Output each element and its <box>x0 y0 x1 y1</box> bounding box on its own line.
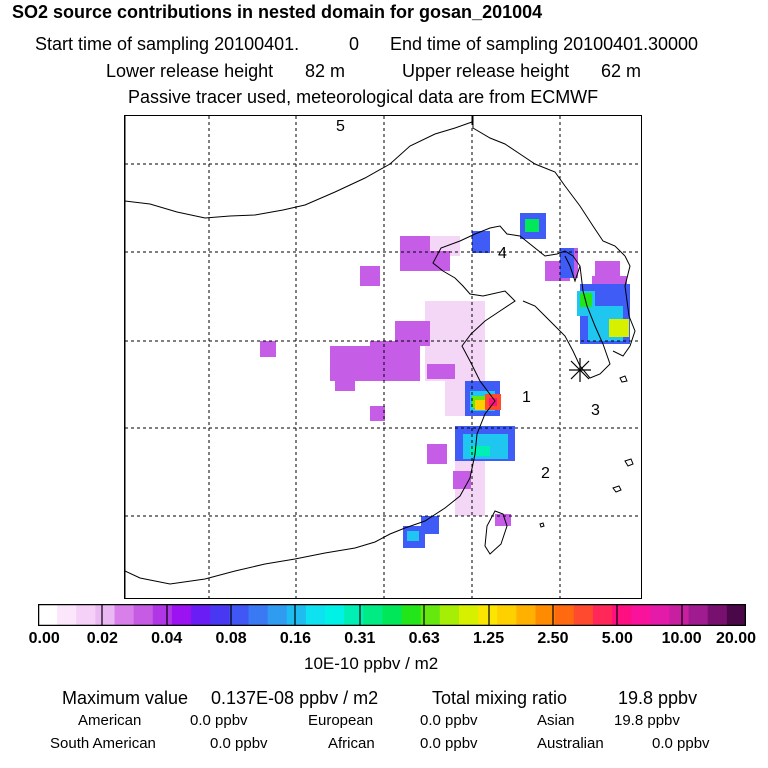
colorbar-tick-label: 0.02 <box>86 630 118 647</box>
colorbar-swatch <box>76 604 96 626</box>
colorbar-swatch <box>114 604 135 626</box>
colorbar-tick-label: 5.00 <box>601 630 633 647</box>
colorbar-swatch <box>592 604 613 626</box>
map-canvas: 1 2 3 4 5 <box>125 116 641 598</box>
receptor-star-icon <box>569 358 591 382</box>
lower-height-label: Lower release height <box>106 61 274 81</box>
colorbar-swatch <box>133 604 154 626</box>
colorbar-swatch <box>420 604 441 626</box>
region-american-name: American <box>78 712 142 729</box>
region-label-5: 5 <box>336 118 345 135</box>
colorbar <box>38 604 746 626</box>
colorbar-swatch <box>38 604 58 626</box>
total-mixing-label: Total mixing ratio <box>432 688 568 708</box>
colorbar-swatch <box>171 604 192 626</box>
region-label-1: 1 <box>522 389 531 406</box>
colorbar-tick-label: 0.08 <box>215 630 247 647</box>
colorbar-swatch <box>325 604 345 626</box>
end-time-label: End time of sampling 20100401. <box>390 34 649 54</box>
lower-height-value: 82 m <box>305 61 346 81</box>
region-european-value: 0.0 ppbv <box>420 712 478 729</box>
colorbar-tick-label: 0.16 <box>279 630 312 647</box>
colorbar-swatch <box>152 604 173 626</box>
region-label-2: 2 <box>541 465 550 482</box>
colorbar-border <box>38 604 746 626</box>
colorbar-swatch <box>210 604 230 626</box>
colorbar-swatch <box>516 604 537 626</box>
region-labels: 1 2 3 4 5 <box>336 118 600 482</box>
colorbar-swatch <box>229 604 249 626</box>
max-value-label: Maximum value <box>62 688 189 708</box>
start-time-label: Start time of sampling 20100401. <box>35 34 300 54</box>
plot-title: SO2 source contributions in nested domai… <box>12 2 543 22</box>
colorbar-swatch <box>669 604 690 626</box>
colorbar-swatch <box>57 604 77 626</box>
region-label-4: 4 <box>498 245 507 262</box>
region-asian-name: Asian <box>537 712 575 729</box>
start-time-value: 0 <box>349 34 360 54</box>
region-european-name: European <box>308 712 374 729</box>
colorbar-swatch <box>286 604 307 626</box>
colorbar-swatch <box>401 604 422 626</box>
max-value: 0.137E-08 ppbv / m2 <box>211 688 379 708</box>
colorbar-swatch <box>497 604 517 626</box>
colorbar-swatch <box>267 604 288 626</box>
total-mixing-value: 19.8 ppbv <box>618 688 698 708</box>
colorbar-swatch <box>363 604 383 626</box>
colorbar-tick-label: 0.00 <box>28 630 60 647</box>
colorbar-swatch <box>688 604 709 626</box>
colorbar-tick-label: 0.63 <box>408 630 440 647</box>
colorbar-swatch <box>631 604 651 626</box>
region-african-value: 0.0 ppbv <box>420 735 478 752</box>
map-panel: 1 2 3 4 5 <box>124 115 642 599</box>
colorbar-swatch <box>650 604 670 626</box>
region-african-name: African <box>328 735 375 752</box>
colorbar-swatch <box>344 604 364 626</box>
colorbar-swatch <box>612 604 632 626</box>
region-south-american-value: 0.0 ppbv <box>210 735 268 752</box>
upper-height-label: Upper release height <box>402 61 570 81</box>
colorbar-tick-label: 10.00 <box>661 630 702 647</box>
region-australian-name: Australian <box>537 735 604 752</box>
colorbar-tick-label: 2.50 <box>537 630 569 647</box>
upper-height-value: 62 m <box>601 61 642 81</box>
colorbar-swatch <box>248 604 269 626</box>
colorbar-tick-label: 0.04 <box>151 630 183 647</box>
concentration-plumes <box>260 213 630 548</box>
tracer-note: Passive tracer used, meteorological data… <box>128 87 599 107</box>
colorbar-swatch <box>573 604 594 626</box>
region-american-value: 0.0 ppbv <box>190 712 248 729</box>
region-label-3: 3 <box>591 402 600 419</box>
colorbar-tick-label: 0.31 <box>344 630 376 647</box>
colorbar-swatch <box>478 604 498 626</box>
colorbar-tick-label: 1.25 <box>472 630 505 647</box>
region-australian-value: 0.0 ppbv <box>652 735 710 752</box>
colorbar-swatch <box>439 604 460 626</box>
colorbar-swatch <box>95 604 116 626</box>
colorbar-unit: 10E-10 ppbv / m2 <box>304 654 439 673</box>
region-asian-value: 19.8 ppbv <box>614 712 680 729</box>
colorbar-swatch <box>535 604 556 626</box>
colorbar-swatch <box>305 604 326 626</box>
colorbar-tick-label: 20.00 <box>715 630 757 647</box>
colorbar-swatch <box>707 604 728 626</box>
end-time-value: 30000 <box>648 34 699 54</box>
colorbar-swatch <box>726 604 746 626</box>
lat-lon-grid <box>125 116 641 598</box>
coastline <box>125 116 636 598</box>
region-south-american-name: South American <box>50 735 156 752</box>
colorbar-swatch <box>191 604 211 626</box>
colorbar-swatch <box>554 604 575 626</box>
colorbar-swatch <box>382 604 403 626</box>
colorbar-swatch <box>458 604 479 626</box>
